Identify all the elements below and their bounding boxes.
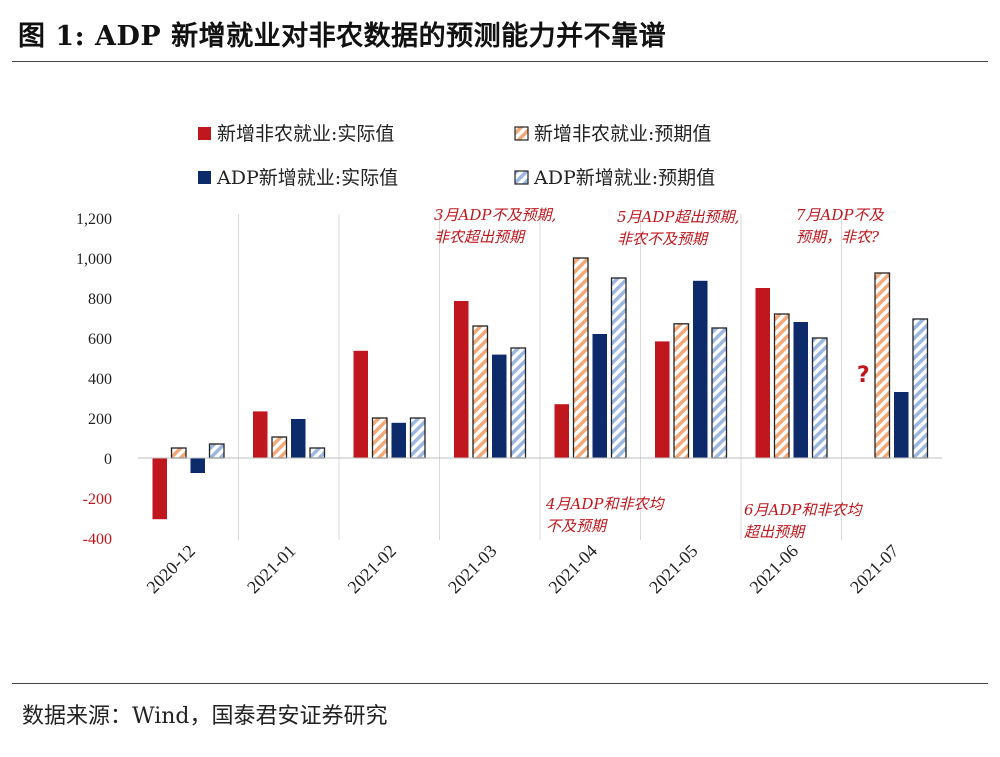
- legend-swatch-1: [514, 126, 529, 141]
- annotation-4-line-0: 6月ADP和非农均: [744, 501, 863, 519]
- annotation-2-line-1: 预期，非农?: [796, 228, 880, 246]
- bar-2-2021-04: [592, 334, 607, 458]
- y-tick-label: 1,000: [76, 251, 112, 268]
- bar-2-2021-02: [391, 422, 406, 458]
- category-grid: [238, 214, 842, 540]
- bar-3-2021-01: [309, 447, 326, 459]
- bar-2-2021-06: [793, 322, 808, 458]
- bars: ?: [138, 257, 942, 520]
- bar-3-2021-02: [409, 417, 426, 459]
- y-tick-label: 800: [88, 291, 112, 308]
- bar-0-2021-04: [554, 404, 569, 458]
- legend-swatch-2: [198, 171, 211, 184]
- bar-3-2021-06: [811, 337, 828, 459]
- annotation-1-line-0: 5月ADP超出预期,: [617, 208, 739, 226]
- bar-0-2020-12: [152, 458, 167, 520]
- x-tick-label: 2021-07: [846, 541, 903, 598]
- annotations: 3月ADP不及预期, 非农超出预期 5月ADP超出预期, 非农不及预期 7月ADP不及预…: [434, 206, 884, 541]
- figure-title: 图 1: ADP 新增就业对非农数据的预测能力并不靠谱: [18, 21, 667, 52]
- x-tick-label: 2020-12: [143, 541, 200, 598]
- bar-3-2020-12: [208, 443, 225, 459]
- y-tick-label: -200: [83, 491, 112, 508]
- x-tick-label: 2021-01: [243, 541, 300, 598]
- legend-swatch-3: [514, 170, 529, 185]
- bar-1-2020-12: [170, 447, 187, 459]
- y-axis: -400 -200 0 200 400 600 800 1,000 1,200: [76, 211, 112, 548]
- bar-0-2021-01: [253, 411, 268, 458]
- annotation-3-line-1: 不及预期: [546, 517, 608, 535]
- y-tick-label: -400: [83, 531, 112, 548]
- top-rule: [12, 61, 988, 62]
- missing-value-marker: ?: [857, 363, 870, 388]
- bar-2-2021-05: [693, 280, 708, 458]
- bar-1-2021-02: [371, 417, 388, 459]
- bottom-rule: [12, 683, 988, 684]
- annotation-4-line-1: 超出预期: [744, 523, 806, 541]
- y-tick-label: 0: [104, 451, 112, 468]
- bar-1-2021-03: [472, 325, 489, 459]
- bar-0-2021-02: [353, 350, 368, 458]
- annotation-0-line-1: 非农超出预期: [434, 228, 526, 246]
- x-axis: 2020-12 2021-01 2021-02 2021-03 2021-04 2021-…: [143, 541, 903, 598]
- y-tick-label: 400: [88, 371, 112, 388]
- y-tick-label: 600: [88, 331, 112, 348]
- bar-3-2021-07: [912, 318, 929, 459]
- x-tick-label: 2021-02: [344, 541, 401, 598]
- bar-3-2021-05: [711, 327, 728, 459]
- bar-2-2021-01: [291, 419, 306, 458]
- x-tick-label: 2021-03: [444, 541, 501, 598]
- bar-1-2021-06: [773, 313, 790, 459]
- bar-2-2020-12: [190, 458, 205, 473]
- x-tick-label: 2021-05: [645, 541, 702, 598]
- legend-label-3: ADP新增就业:预期值: [533, 167, 715, 189]
- y-tick-label: 200: [88, 411, 112, 428]
- annotation-3-line-0: 4月ADP和非农均: [545, 495, 665, 513]
- annotation-1-line-1: 非农不及预期: [617, 230, 709, 248]
- annotation-0-line-0: 3月ADP不及预期,: [434, 206, 556, 224]
- y-tick-label: 1,200: [76, 211, 112, 228]
- legend-label-2: ADP新增就业:实际值: [216, 167, 398, 189]
- bar-1-2021-04: [572, 257, 589, 459]
- bar-3-2021-03: [510, 347, 527, 459]
- annotation-2-line-0: 7月ADP不及: [796, 206, 884, 224]
- legend: 新增非农就业:实际值 新增非农就业:预期值 ADP新增就业:实际值 ADP新增就业:预…: [198, 123, 715, 189]
- bar-0-2021-05: [655, 341, 670, 458]
- x-tick-label: 2021-06: [746, 541, 803, 598]
- bar-1-2021-07: [874, 272, 891, 459]
- bar-2-2021-03: [492, 354, 507, 458]
- bar-2-2021-07: [894, 392, 909, 458]
- adp-nfp-chart: 新增非农就业:实际值 新增非农就业:预期值 ADP新增就业:实际值 ADP新增就业:预…: [76, 123, 942, 598]
- source-note: 数据来源：Wind，国泰君安证券研究: [22, 704, 388, 729]
- bar-1-2021-05: [673, 323, 690, 459]
- bar-3-2021-04: [610, 277, 627, 459]
- bar-0-2021-06: [755, 288, 770, 458]
- legend-label-1: 新增非农就业:预期值: [534, 123, 711, 145]
- bar-1-2021-01: [271, 436, 288, 459]
- bar-0-2021-03: [454, 301, 469, 458]
- legend-swatch-0: [198, 127, 211, 140]
- legend-label-0: 新增非农就业:实际值: [217, 123, 394, 145]
- x-tick-label: 2021-04: [545, 541, 602, 598]
